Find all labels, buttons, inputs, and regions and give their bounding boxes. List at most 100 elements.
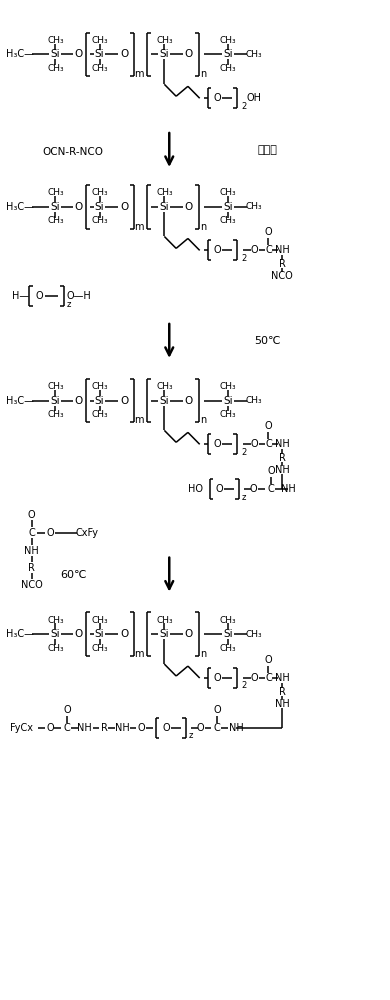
Text: CH₃: CH₃: [245, 202, 262, 211]
Text: CH₃: CH₃: [220, 188, 236, 197]
Text: CH₃: CH₃: [47, 616, 64, 625]
Text: CH₃: CH₃: [220, 36, 236, 45]
Text: O: O: [214, 93, 221, 103]
Text: CH₃: CH₃: [91, 216, 108, 225]
Text: n: n: [200, 415, 207, 425]
Text: NH: NH: [275, 673, 289, 683]
Text: O: O: [47, 528, 54, 538]
Text: NH: NH: [78, 723, 92, 733]
Text: O—H: O—H: [67, 291, 91, 301]
Text: O: O: [28, 510, 35, 520]
Text: NCO: NCO: [21, 580, 43, 590]
Text: O: O: [264, 655, 272, 665]
Text: OCN-R-NCO: OCN-R-NCO: [43, 147, 103, 157]
Text: Si: Si: [160, 202, 169, 212]
Text: n: n: [200, 222, 207, 232]
Text: CH₃: CH₃: [91, 188, 108, 197]
Text: O: O: [75, 396, 83, 406]
Text: CH₃: CH₃: [245, 50, 262, 59]
Text: O: O: [63, 705, 71, 715]
Text: O: O: [214, 673, 221, 683]
Text: CH₃: CH₃: [47, 188, 64, 197]
Text: C: C: [265, 673, 272, 683]
Text: O: O: [185, 202, 193, 212]
Text: Si: Si: [223, 49, 233, 59]
Text: R: R: [279, 453, 285, 463]
Text: CH₃: CH₃: [47, 644, 64, 653]
Text: z: z: [189, 731, 193, 740]
Text: n: n: [200, 649, 207, 659]
Text: n: n: [200, 69, 207, 79]
Text: O: O: [138, 723, 145, 733]
Text: O: O: [185, 396, 193, 406]
Text: CH₃: CH₃: [91, 616, 108, 625]
Text: Si: Si: [95, 396, 105, 406]
Text: O: O: [216, 484, 223, 494]
Text: O: O: [120, 396, 128, 406]
Text: O: O: [214, 245, 221, 255]
Text: O: O: [75, 49, 83, 59]
Text: Si: Si: [51, 202, 60, 212]
Text: O: O: [120, 49, 128, 59]
Text: O: O: [120, 629, 128, 639]
Text: CH₃: CH₃: [47, 36, 64, 45]
Text: 催化剂: 催化剂: [257, 145, 277, 155]
Text: Si: Si: [223, 396, 233, 406]
Text: Si: Si: [51, 49, 60, 59]
Text: CH₃: CH₃: [47, 382, 64, 391]
Text: C: C: [265, 439, 272, 449]
Text: CH₃: CH₃: [220, 644, 236, 653]
Text: O: O: [75, 629, 83, 639]
Text: O: O: [251, 245, 259, 255]
Text: Si: Si: [160, 629, 169, 639]
Text: CxFy: CxFy: [75, 528, 98, 538]
Text: CH₃: CH₃: [47, 64, 64, 73]
Text: C: C: [268, 484, 275, 494]
Text: CH₃: CH₃: [156, 188, 173, 197]
Text: CH₃: CH₃: [220, 382, 236, 391]
Text: H₃C—: H₃C—: [6, 49, 34, 59]
Text: CH₃: CH₃: [91, 64, 108, 73]
Text: O: O: [264, 227, 272, 237]
Text: CH₃: CH₃: [91, 382, 108, 391]
Text: O: O: [185, 49, 193, 59]
Text: Si: Si: [51, 629, 60, 639]
Text: Si: Si: [51, 396, 60, 406]
Text: 2: 2: [241, 254, 246, 263]
Text: OH: OH: [246, 93, 261, 103]
Text: H—: H—: [12, 291, 29, 301]
Text: m: m: [134, 222, 144, 232]
Text: 2: 2: [241, 681, 246, 690]
Text: CH₃: CH₃: [220, 616, 236, 625]
Text: O: O: [163, 723, 170, 733]
Text: 50℃: 50℃: [254, 336, 281, 346]
Text: NH: NH: [115, 723, 129, 733]
Text: FyCx: FyCx: [11, 723, 34, 733]
Text: CH₃: CH₃: [220, 410, 236, 419]
Text: m: m: [134, 649, 144, 659]
Text: NH: NH: [275, 699, 289, 709]
Text: O: O: [214, 705, 221, 715]
Text: CH₃: CH₃: [47, 216, 64, 225]
Text: m: m: [134, 69, 144, 79]
Text: C: C: [64, 723, 71, 733]
Text: z: z: [67, 300, 71, 309]
Text: H₃C—: H₃C—: [6, 202, 34, 212]
Text: CH₃: CH₃: [220, 216, 236, 225]
Text: z: z: [242, 493, 246, 502]
Text: NH: NH: [229, 723, 243, 733]
Text: HO: HO: [188, 484, 203, 494]
Text: 2: 2: [241, 102, 246, 111]
Text: NH: NH: [281, 484, 296, 494]
Text: CH₃: CH₃: [245, 630, 262, 639]
Text: O: O: [36, 291, 43, 301]
Text: R: R: [28, 563, 35, 573]
Text: CH₃: CH₃: [91, 644, 108, 653]
Text: CH₃: CH₃: [245, 396, 262, 405]
Text: R: R: [101, 723, 108, 733]
Text: O: O: [251, 673, 259, 683]
Text: CH₃: CH₃: [47, 410, 64, 419]
Text: O: O: [197, 723, 204, 733]
Text: C: C: [265, 245, 272, 255]
Text: NH: NH: [275, 245, 289, 255]
